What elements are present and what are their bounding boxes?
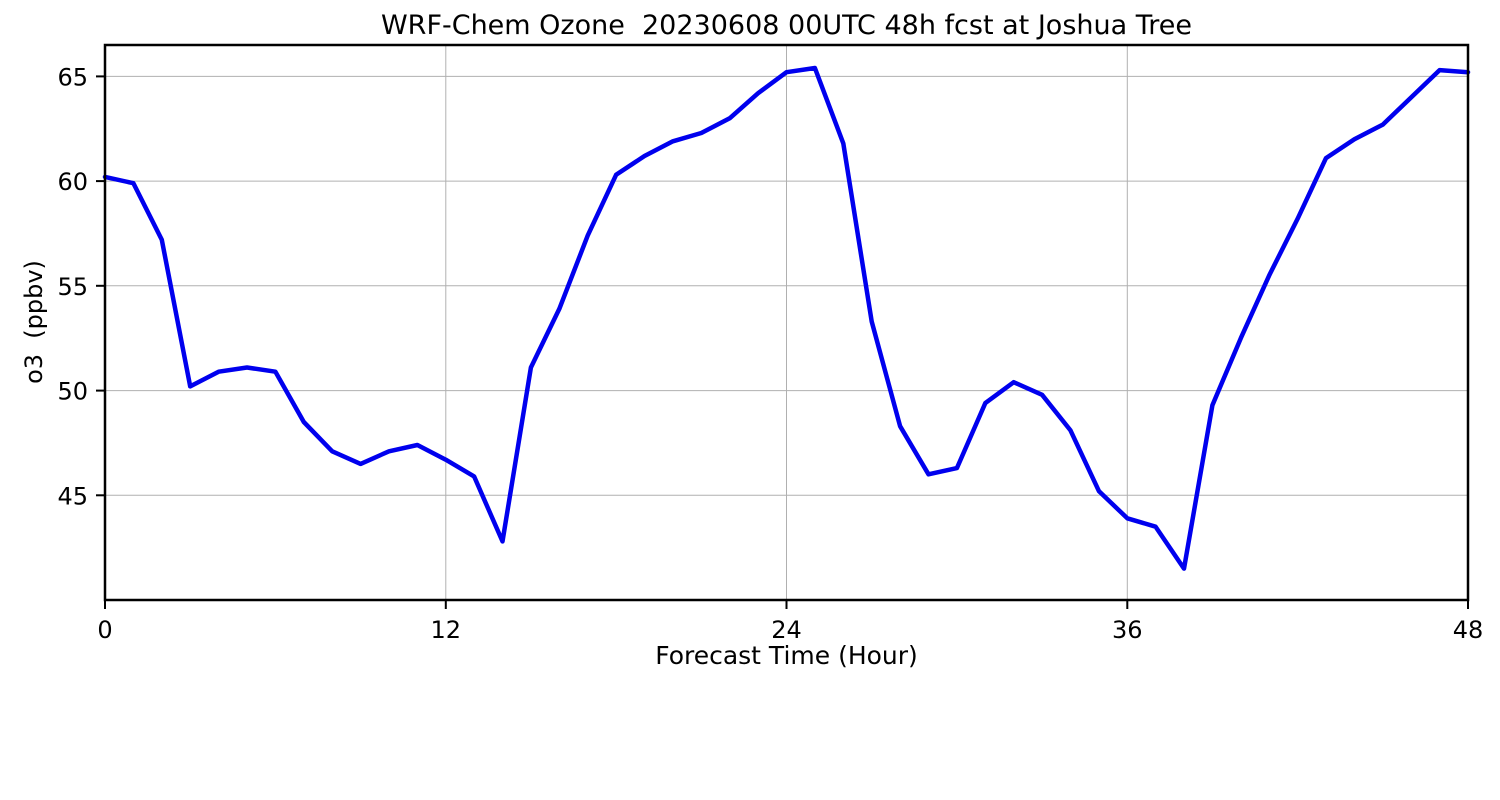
svg-text:12: 12 <box>431 616 462 644</box>
x-axis-label: Forecast Time (Hour) <box>655 641 918 670</box>
chart-title: WRF-Chem Ozone 20230608 00UTC 48h fcst a… <box>380 10 1192 41</box>
y-axis-label: o3 (ppbv) <box>20 260 48 384</box>
svg-text:0: 0 <box>97 616 112 644</box>
svg-text:36: 36 <box>1112 616 1143 644</box>
svg-text:24: 24 <box>771 616 802 644</box>
ozone-series-line <box>102 65 1471 571</box>
svg-text:50: 50 <box>57 378 88 406</box>
svg-text:45: 45 <box>57 482 88 510</box>
svg-text:55: 55 <box>57 273 88 301</box>
svg-text:65: 65 <box>57 63 88 91</box>
svg-text:48: 48 <box>1453 616 1484 644</box>
svg-text:60: 60 <box>57 168 88 196</box>
